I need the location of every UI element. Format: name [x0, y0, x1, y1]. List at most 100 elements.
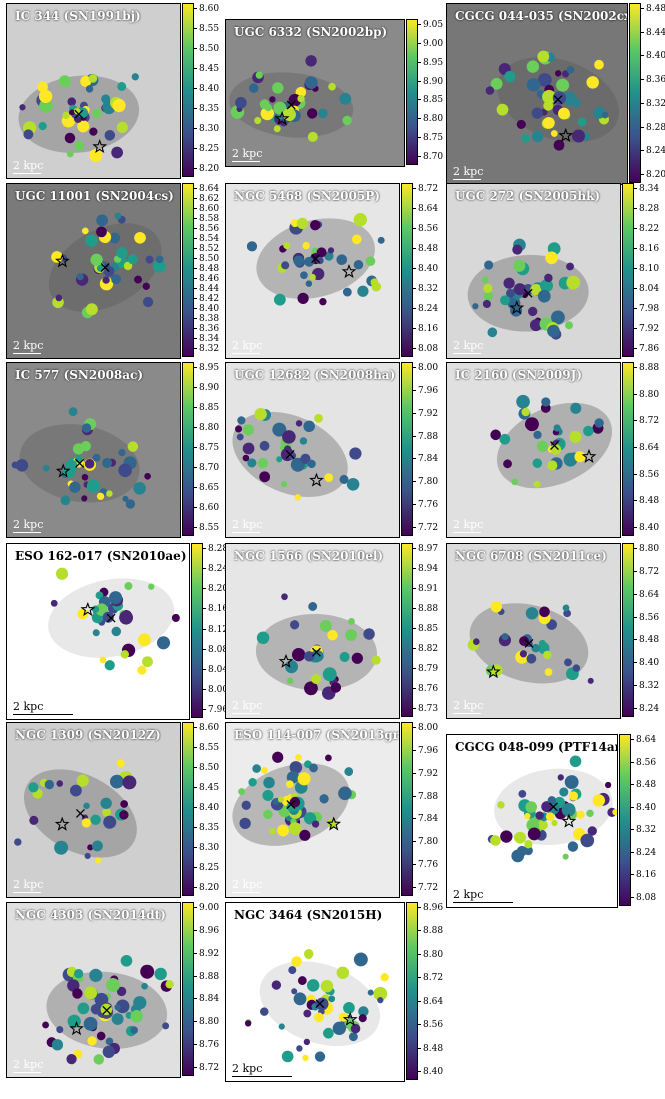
colorbar-tick-label: 8.20: [203, 584, 228, 594]
hii-region-spot: [51, 1039, 64, 1051]
hii-region-spot: [64, 132, 76, 144]
hii-region-spot: [367, 989, 374, 996]
metallicity-map: UGC 6332 (SN2002bp) 2 kpc: [225, 19, 405, 167]
hii-region-spot: [580, 833, 595, 848]
hii-region-spot: [116, 247, 128, 259]
hii-region-spot: [103, 815, 117, 829]
hii-region-spot: [358, 1006, 369, 1017]
hii-region-spot: [83, 1016, 98, 1031]
colorbar-tick-label: 8.62: [194, 194, 219, 204]
hii-region-spot: [530, 283, 542, 296]
hii-region-spot: [348, 618, 355, 625]
hii-region-spot: [519, 650, 527, 658]
hii-region-spot: [77, 120, 90, 133]
hii-region-spot: [269, 827, 277, 835]
hii-region-spot: [327, 630, 338, 641]
hii-region-spot: [342, 115, 352, 126]
colorbar-tick-label: 8.88: [194, 972, 219, 982]
hii-region-spot: [152, 259, 166, 273]
hii-region-spot: [564, 775, 579, 789]
hii-region-spot: [272, 751, 284, 763]
scale-bar: 2 kpc: [13, 879, 43, 893]
hii-region-spot: [141, 982, 148, 990]
galaxy-center-cross-icon: [315, 999, 325, 1009]
colorbar-tick-label: 7.84: [413, 814, 438, 824]
colorbar-tick-label: 8.84: [194, 994, 219, 1004]
hii-region-spot: [291, 647, 306, 662]
hii-region-spot: [339, 92, 352, 105]
colorbar-tick-label: 8.79: [413, 664, 438, 674]
hii-region-spot: [291, 988, 298, 995]
panel-title: UGC 11001 (SN2004cs): [15, 189, 174, 203]
hii-region-spot: [38, 121, 47, 131]
colorbar: [182, 722, 194, 896]
hii-region-spot: [309, 273, 316, 281]
hii-region-spot: [563, 609, 571, 618]
colorbar-tick-label: 8.80: [418, 950, 443, 960]
colorbar-tick-label: 9.05: [418, 20, 443, 30]
galaxy-image: [255, 593, 381, 700]
colorbar-tick-label: 8.95: [418, 58, 443, 68]
hii-region-spot: [322, 667, 337, 682]
hii-region-spot: [569, 755, 582, 768]
hii-region-spot: [504, 70, 516, 83]
colorbar-tick-label: 8.00: [203, 685, 228, 695]
supernova-star-icon: [309, 472, 324, 487]
colorbar-tick-label: 8.58: [194, 214, 219, 224]
metallicity-map: NGC 5468 (SN2005P) 2 kpc: [225, 183, 400, 359]
hii-region-spot: [371, 281, 382, 292]
hii-region-spot: [568, 791, 579, 801]
hii-region-spot: [569, 430, 582, 444]
hii-region-spot: [533, 480, 541, 488]
colorbar-tick-label: 8.36: [194, 324, 219, 334]
metallicity-map: CGCG 044-035 (SN2002cx) 2 kpc: [446, 3, 628, 185]
galaxy-panel: ESO 114-007 (SN2013gr) 2 kpc 8.00 7.96 7.92 7…: [225, 722, 443, 898]
colorbar-tick-label: 8.24: [203, 564, 228, 574]
hii-region-spot: [318, 108, 328, 119]
colorbar-ticks: 8.48 8.44 8.40 8.36 8.32 8.28 8.24 8.20: [641, 3, 665, 183]
colorbar-tick-label: 8.80: [194, 423, 219, 433]
hii-region-spot: [238, 788, 246, 796]
hii-region-spot: [257, 457, 269, 469]
hii-region-spot: [111, 626, 122, 637]
hii-region-spot: [66, 150, 74, 158]
scale-bar: 2 kpc: [453, 519, 483, 533]
hii-region-spot: [140, 964, 155, 979]
colorbar-tick-label: 8.42: [194, 294, 219, 304]
hii-region-spot: [348, 1032, 358, 1042]
hii-region-spot: [556, 78, 570, 92]
hii-region-spot: [524, 840, 533, 849]
hii-region-spot: [133, 482, 146, 495]
metallicity-map: ESO 162-017 (SN2010ae) 2 kpc: [6, 543, 190, 720]
hii-region-spot: [122, 775, 137, 790]
scale-bar-label: 2 kpc: [453, 518, 484, 531]
scale-bar: 2 kpc: [453, 166, 483, 180]
hii-region-spot: [281, 261, 290, 270]
hii-region-spot: [271, 980, 282, 990]
colorbar-tick-label: 8.24: [631, 848, 656, 858]
hii-region-spot: [571, 98, 581, 108]
hii-region-spot: [503, 277, 515, 289]
hii-region-spot: [282, 430, 296, 444]
hii-region-spot: [56, 1026, 64, 1034]
colorbar: [622, 362, 634, 536]
colorbar-tick-label: 9.00: [418, 39, 443, 49]
hii-region-spot: [304, 681, 318, 696]
scale-bar-label: 2 kpc: [232, 878, 263, 891]
galaxy-panel: UGC 272 (SN2005hk) 2 kpc 8.34 8.28 8.22 8.16 8…: [446, 183, 664, 359]
hii-region-spot: [256, 631, 270, 645]
hii-region-spot: [563, 452, 578, 467]
colorbar-tick-label: 8.52: [194, 244, 219, 254]
colorbar-ticks: 8.60 8.55 8.50 8.45 8.40 8.35 8.30 8.25 8.20: [194, 3, 224, 177]
hii-region-spot: [542, 89, 557, 104]
scale-bar-label: 2 kpc: [232, 339, 263, 352]
hii-region-spot: [328, 995, 336, 1003]
colorbar-tick-label: 8.08: [203, 645, 228, 655]
hii-region-spot: [553, 424, 561, 432]
hii-region-spot: [553, 139, 565, 151]
galaxy-image: [48, 567, 180, 675]
galaxy-panel: UGC 6332 (SN2002bp) 2 kpc 9.05 9.00 8.95 8.90…: [225, 19, 448, 167]
hii-region-spot: [587, 826, 597, 836]
hii-region-spot: [500, 295, 510, 306]
colorbar-tick-label: 8.96: [194, 926, 219, 936]
